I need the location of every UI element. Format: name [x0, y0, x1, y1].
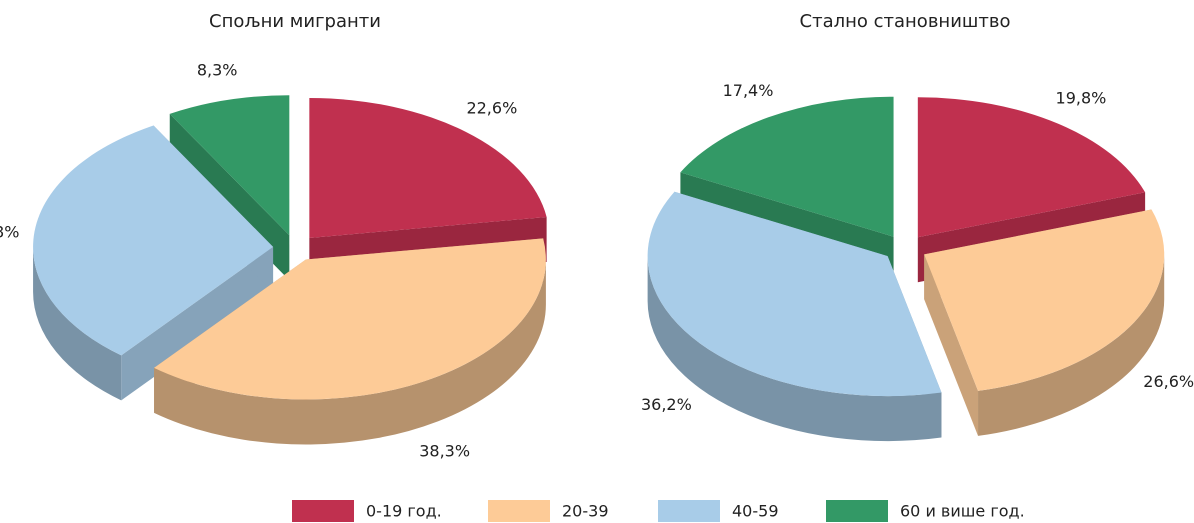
slice-side	[978, 254, 1165, 436]
slice	[309, 97, 547, 238]
data-label: 30,8%	[0, 223, 19, 242]
data-label: 38,3%	[419, 442, 470, 461]
data-label: 19,8%	[1056, 89, 1107, 108]
slice-side	[154, 259, 546, 445]
slice	[154, 238, 546, 400]
data-label: 26,6%	[1143, 372, 1194, 391]
data-label: 17,4%	[723, 81, 774, 100]
slice	[680, 96, 894, 237]
slice	[924, 209, 1165, 391]
slice-side	[647, 256, 942, 442]
slice-side	[924, 254, 979, 436]
legend-swatch	[658, 500, 720, 522]
legend-swatch	[488, 500, 550, 522]
data-label: 36,2%	[641, 395, 692, 414]
slice-side	[121, 246, 274, 401]
slice	[169, 95, 290, 236]
slice	[33, 125, 274, 356]
data-label: 22,6%	[466, 99, 517, 118]
legend-label: 40-59	[732, 502, 779, 521]
slice-side	[33, 246, 122, 401]
slice	[647, 191, 942, 397]
legend-swatch	[826, 500, 888, 522]
chart-title: Спољни мигранти	[209, 11, 381, 32]
legend-label: 0-19 год.	[366, 502, 442, 521]
chart-title: Стално становништво	[800, 11, 1011, 32]
legend-swatch	[292, 500, 354, 522]
data-label: 8,3%	[197, 60, 238, 79]
legend-label: 60 и више год.	[900, 502, 1025, 521]
legend-label: 20-39	[562, 502, 609, 521]
slice	[917, 97, 1146, 238]
